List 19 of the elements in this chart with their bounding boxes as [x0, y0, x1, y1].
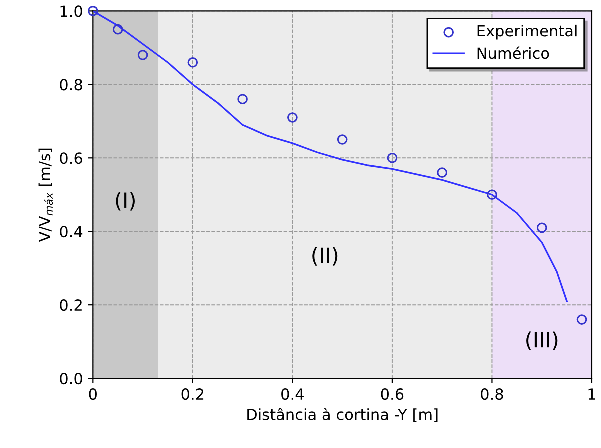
band-label: (III): [526, 332, 558, 350]
x-tick-label: 0.4: [282, 388, 304, 400]
band-label: (II): [312, 247, 338, 266]
band-label: (I): [116, 192, 135, 211]
y-tick-label: 0.8: [60, 79, 82, 91]
x-tick-label: 0.6: [381, 388, 404, 400]
y-axis-title: V/V$_{máx}$ [m/s]: [38, 148, 54, 242]
legend-label: Numérico: [478, 46, 550, 60]
x-tick-label: 0: [89, 388, 97, 400]
legend-label: Experimental: [478, 24, 577, 40]
x-axis-title: Distância à cortina -Y [m]: [248, 408, 438, 422]
y-tick-label: 0.6: [60, 152, 82, 164]
y-tick-label: 0.4: [60, 226, 83, 238]
x-tick-label: 0.2: [182, 388, 204, 400]
x-tick-label: 1: [588, 388, 596, 400]
y-tick-label: 0.0: [60, 373, 82, 385]
y-tick-label: 1.0: [60, 6, 82, 18]
y-tick-label: 0.2: [60, 300, 82, 312]
x-tick-label: 0.8: [481, 388, 504, 400]
